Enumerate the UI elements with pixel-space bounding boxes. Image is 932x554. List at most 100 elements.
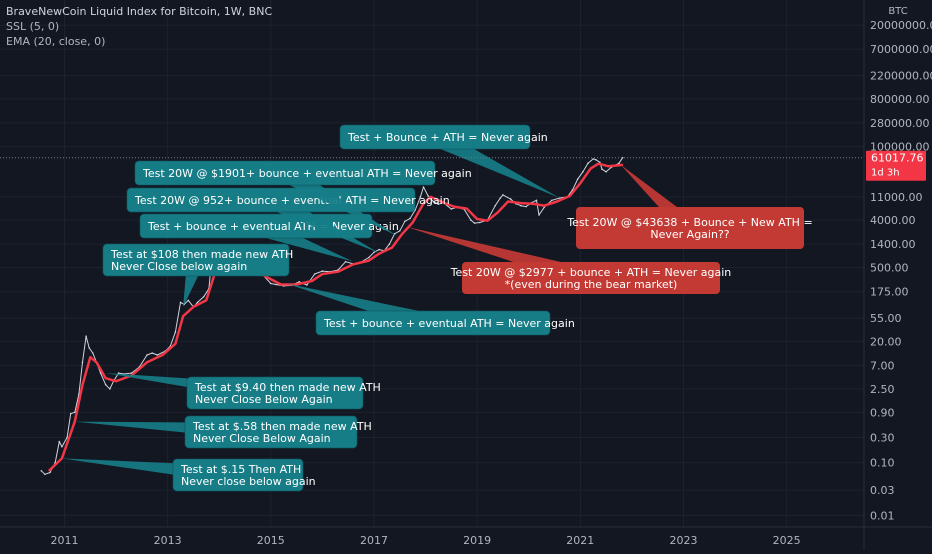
series-point <box>605 171 607 173</box>
series-point <box>520 204 522 207</box>
series-point <box>156 354 159 356</box>
series-point <box>58 440 61 443</box>
last-price-badge <box>866 150 926 181</box>
series-point <box>608 165 610 167</box>
series-point <box>412 221 414 224</box>
series-point <box>306 284 308 286</box>
series-point <box>378 253 380 255</box>
price-tick-label: 100000.00 <box>870 140 930 153</box>
series-point <box>89 356 91 358</box>
annotation-text: Never Close Below Again <box>193 432 331 445</box>
annotation-box[interactable] <box>184 415 358 449</box>
annotation-text: Test at $108 then made new ATH <box>110 248 293 261</box>
series-point <box>543 206 545 209</box>
series-point <box>99 372 102 374</box>
time-tick-label: 2015 <box>257 534 285 547</box>
indicator-ssl[interactable]: SSL (5, 0) <box>6 20 60 33</box>
series-point <box>569 195 571 197</box>
annotation-box[interactable] <box>462 262 720 294</box>
annotation-box[interactable] <box>102 243 290 277</box>
series-point <box>432 200 435 203</box>
series-point <box>401 233 403 235</box>
series-point <box>551 199 553 202</box>
series-point <box>543 205 545 207</box>
annotation-box[interactable] <box>339 124 531 150</box>
annotation-text: Test + bounce + eventual ATH = Never aga… <box>147 220 399 233</box>
series-point <box>202 296 205 298</box>
series-point <box>533 203 535 205</box>
series-point <box>313 273 316 275</box>
series-point <box>146 361 148 363</box>
series-point <box>535 199 538 202</box>
currency-label: BTC <box>888 6 907 17</box>
series-point <box>622 164 624 166</box>
last-price-value: 61017.76 <box>871 152 924 165</box>
indicator-ema[interactable]: EMA (20, close, 0) <box>6 35 106 48</box>
last-price-tag: 61017.76 1d 3h <box>0 150 926 181</box>
series-point <box>422 186 425 188</box>
series-point <box>466 208 468 210</box>
series-point <box>507 200 509 203</box>
series-point <box>595 158 597 161</box>
series-point <box>404 220 406 223</box>
time-tick-label: 2013 <box>154 534 182 547</box>
series-point <box>422 203 424 205</box>
annotation-box[interactable] <box>172 458 304 492</box>
price-tick-label: 800000.00 <box>870 93 930 106</box>
annotation-text: Never Close below again <box>111 260 247 273</box>
series-point <box>409 217 411 220</box>
annotation-text: Test at $.15 Then ATH <box>180 463 301 476</box>
series-point <box>473 222 476 224</box>
price-tick-label: 0.03 <box>870 484 895 497</box>
price-tick-label: 0.10 <box>870 457 895 470</box>
series-point <box>49 471 51 474</box>
series-point <box>502 194 504 196</box>
symbol-title[interactable]: BraveNewCoin Liquid Index for Bitcoin, 1… <box>6 5 273 18</box>
series-point <box>275 283 277 286</box>
annotation-text: Never Close Below Again <box>195 393 333 406</box>
series-point <box>298 281 301 283</box>
series-point <box>187 299 190 302</box>
price-tick-label: 500.00 <box>870 262 909 275</box>
annotation-box[interactable] <box>315 310 551 336</box>
annotation-box[interactable] <box>186 376 364 410</box>
series-point <box>399 230 401 232</box>
series-point <box>280 283 282 286</box>
annotation-text: Test 20W @ $2977 + bounce + ATH = Never … <box>450 266 732 279</box>
series-point <box>174 331 177 333</box>
series-point <box>437 203 440 205</box>
annotation-box[interactable] <box>134 160 436 186</box>
series-point <box>104 384 107 386</box>
series-point <box>321 273 323 275</box>
series-point <box>427 195 429 197</box>
time-tick-label: 2011 <box>50 534 78 547</box>
annotation-box[interactable] <box>576 207 804 249</box>
annotation-text: Never Again?? <box>650 228 729 241</box>
series-point <box>296 283 298 286</box>
annotation-text: Test at $9.40 then made new ATH <box>194 381 381 394</box>
series-point <box>378 248 380 251</box>
series-point <box>592 158 594 160</box>
series-point <box>391 247 393 249</box>
price-tick-label: 0.30 <box>870 431 895 444</box>
series-point <box>430 196 432 198</box>
series-point <box>192 306 194 308</box>
time-axis[interactable]: 2011 2013 2015 2017 2019 2021 2023 2025 <box>50 534 800 547</box>
annotation-text: Test + bounce + eventual ATH = Never aga… <box>323 317 575 330</box>
series-point <box>440 200 442 203</box>
price-tick-label: 20000000.00 <box>870 19 932 32</box>
series-point <box>618 162 620 164</box>
series-point <box>470 219 472 221</box>
price-axis[interactable]: BTC 20000000.00 7000000.00 2200000.00 800000… <box>870 6 932 522</box>
series-point <box>69 412 72 415</box>
series-point <box>337 271 339 273</box>
series-point <box>476 218 478 220</box>
series-point <box>117 372 120 374</box>
price-tick-label: 20.00 <box>870 335 902 348</box>
series-point <box>66 436 68 439</box>
price-tick-label: 0.90 <box>870 406 895 419</box>
series-point <box>151 352 153 354</box>
